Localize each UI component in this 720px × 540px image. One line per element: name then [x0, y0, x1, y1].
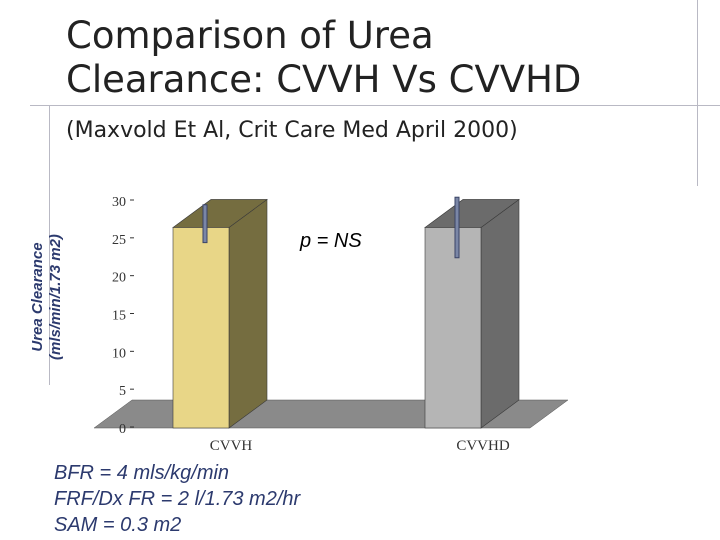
slide-title-line-1: Comparison of Urea	[66, 14, 434, 57]
slide-title: Comparison of Urea Clearance: CVVH Vs CV…	[66, 14, 666, 102]
y-tick-label: 20	[112, 271, 126, 286]
y-tick-label: 5	[119, 384, 126, 399]
bar-side	[480, 198, 520, 429]
x-tick-label: CVVH	[210, 438, 253, 454]
y-tick-label: 15	[112, 309, 126, 324]
note-bfr: BFR = 4 mls/kg/min	[54, 462, 230, 484]
decorative-line-horizontal	[30, 105, 720, 106]
slide-title-line-2: Clearance: CVVH Vs CVVHD	[66, 58, 582, 101]
y-tick-label: 30	[112, 195, 126, 210]
x-tick-label: CVVHD	[456, 438, 510, 454]
error-bar	[454, 196, 460, 259]
bar-side	[228, 198, 268, 429]
y-tick-label: 25	[112, 233, 126, 248]
note-frf: FRF/Dx FR = 2 l/1.73 m2/hr	[54, 488, 301, 510]
note-sam: SAM = 0.3 m2	[54, 514, 182, 536]
decorative-line-vertical	[49, 105, 50, 385]
p-value-annotation: p = NS	[300, 230, 362, 252]
y-tick-label: 0	[119, 422, 126, 437]
y-tick-label: 10	[112, 346, 126, 361]
bar	[424, 227, 482, 429]
bar	[172, 227, 230, 429]
decorative-line-right	[697, 0, 698, 186]
error-bar	[202, 204, 208, 244]
slide-subtitle: (Maxvold Et Al, Crit Care Med April 2000…	[66, 118, 518, 143]
notes-block: BFR = 4 mls/kg/min FRF/Dx FR = 2 l/1.73 …	[54, 460, 300, 538]
